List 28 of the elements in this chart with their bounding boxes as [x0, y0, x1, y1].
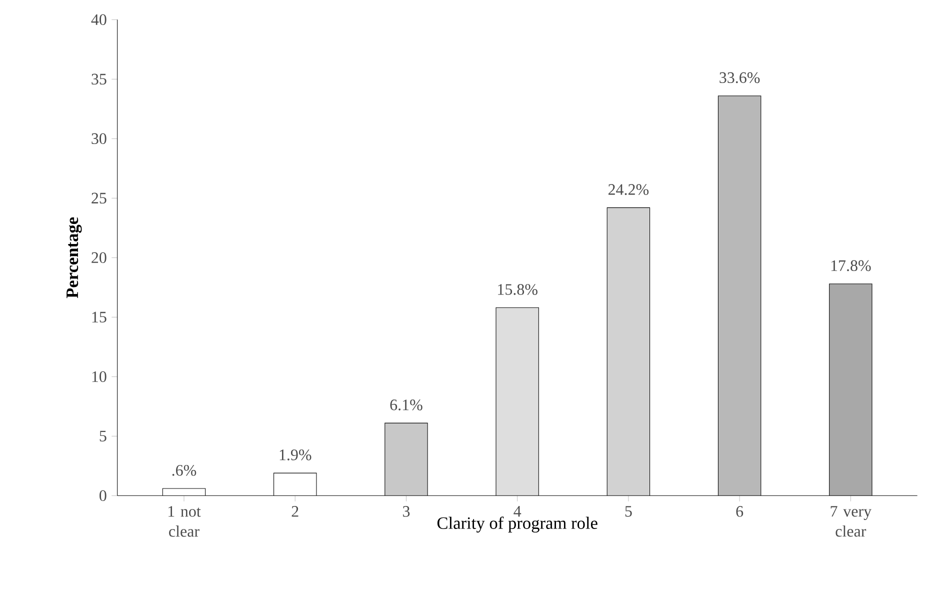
x-tick-label: 3 [403, 506, 410, 517]
x-tick-label: 6 [736, 506, 744, 517]
bar [496, 307, 539, 496]
x-tick-label: 1 not clear [168, 506, 201, 537]
y-tick-label: 5 [100, 430, 106, 442]
y-tick-label: 0 [100, 490, 106, 502]
data-label: 15.8% [498, 284, 538, 295]
data-label: 24.2% [608, 184, 649, 195]
y-tick-label: 10 [92, 371, 106, 382]
y-tick-label: 15 [92, 312, 106, 323]
y-tick-label: 35 [92, 74, 106, 85]
x-tick-label: 2 [292, 506, 298, 517]
y-tick-label: 30 [92, 133, 106, 144]
bar [718, 96, 762, 496]
y-tick-label: 40 [91, 14, 106, 26]
x-axis-title: Clarity of program role [437, 516, 598, 533]
y-axis-title: Percentage [66, 217, 82, 298]
x-tick-label: 4 [514, 506, 522, 517]
y-tick-label: 25 [92, 192, 106, 204]
data-label: .6% [172, 464, 196, 476]
data-label: 33.6% [720, 72, 760, 84]
x-tick-label: 7 very clear [830, 506, 872, 537]
data-label: 17.8% [831, 260, 871, 272]
data-label: 6.1% [390, 399, 422, 410]
x-tick-label: 5 [625, 506, 632, 517]
data-label: 1.9% [280, 449, 312, 460]
bar [274, 472, 317, 496]
y-tick-label: 20 [92, 252, 106, 264]
